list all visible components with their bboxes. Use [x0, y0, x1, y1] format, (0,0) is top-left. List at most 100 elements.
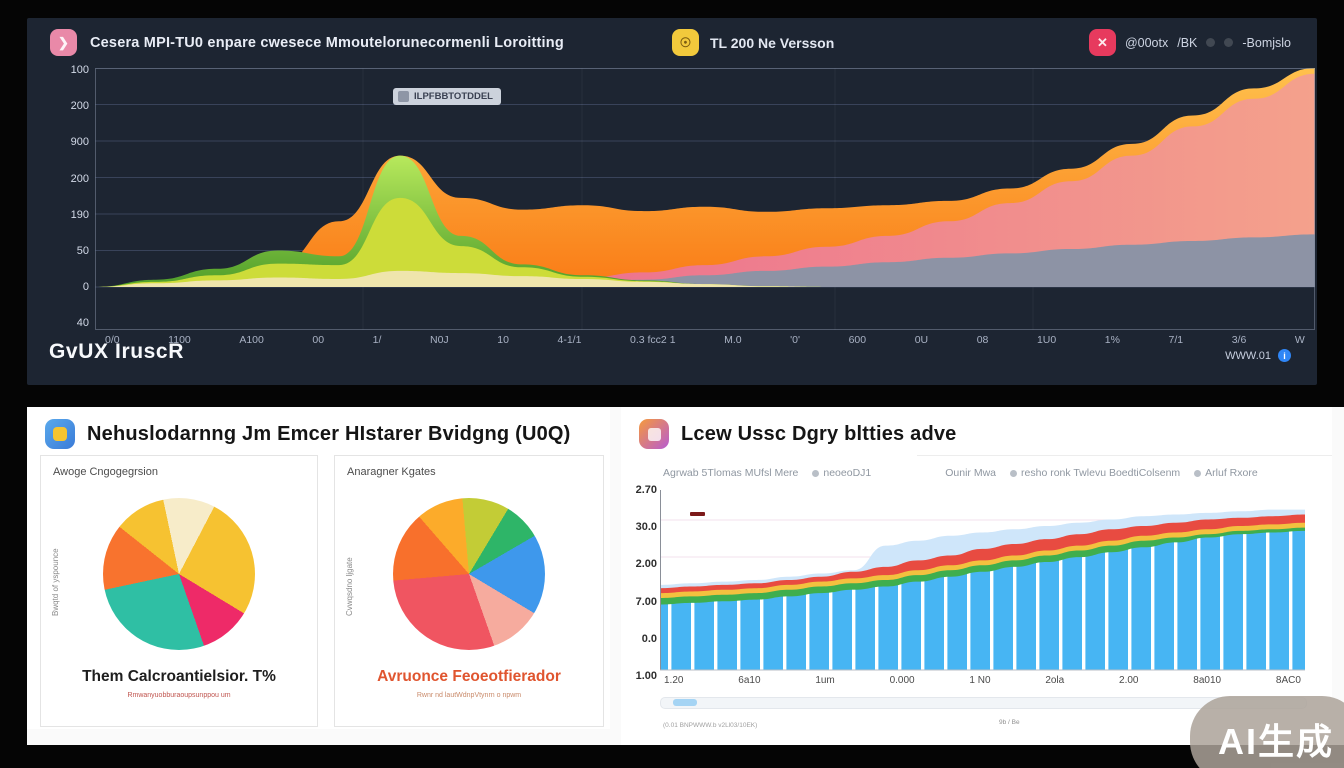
header-right-group: ✕ @00otx /BK -Bomjslo [1088, 29, 1291, 56]
x-tick-label: 8a010 [1193, 675, 1222, 686]
right-card-title: Lcew Ussc Dgry bltties adve [681, 422, 957, 445]
x-tick-label: 600 [848, 334, 867, 346]
legend-dot-icon [1010, 469, 1018, 477]
legend-label: Agrwab 5Tlomas MUfsl Mere [663, 467, 799, 479]
top-chart-plot: ILPFBBTOTDDEL [95, 68, 1315, 330]
legend-label: Arluf Rxore [1205, 467, 1258, 479]
ai-watermark: AI生成 [1190, 696, 1344, 768]
legend-label: neoeoDJ1 [823, 467, 872, 479]
x-tick-label: 1um [815, 675, 835, 686]
header-center-group: ☉ TL 200 Ne Versson [672, 29, 834, 56]
y-tick-label: 2.00 [635, 558, 657, 571]
legend-item[interactable]: Arluf Rxore [1194, 467, 1258, 479]
y-tick-label: 0.0 [641, 632, 657, 645]
version-icon: ☉ [672, 29, 699, 56]
scrollbar-thumb[interactable] [673, 699, 697, 706]
right-chart-x-axis: 1.20 6a10 1um 0.000 1 N0 2ola 2.00 8a010 8AC0 [660, 675, 1305, 686]
chart-tooltip-chip: ILPFBBTOTDDEL [393, 88, 501, 105]
shortcut-label: /BK [1177, 35, 1198, 50]
y-tick-label: 190 [70, 208, 89, 221]
x-tick-label: 4-1/1 [557, 334, 582, 346]
pie1-subcaption: Rmwanyuobburaoupsunppou um [127, 692, 231, 699]
pie-chart-2 [393, 498, 545, 650]
x-tick-label: '0' [790, 334, 801, 346]
legend-label: resho ronk Twlevu BoedtiColsenm [1021, 467, 1181, 479]
y-tick-label: 200 [70, 100, 89, 113]
pie2-axis-label: Cvwqsdno ljgate [345, 557, 354, 616]
menu-label[interactable]: -Bomjslo [1242, 35, 1291, 50]
legend-item[interactable]: resho ronk Twlevu BoedtiColsenm [1010, 467, 1180, 479]
site-footer: WWW.01 i [1225, 349, 1291, 362]
x-tick-label: 1100 [168, 334, 191, 346]
brand-logo: GvUX IruscR [49, 340, 184, 363]
x-tick-label: 1 N0 [969, 675, 991, 686]
x-tick-label: 0.000 [889, 675, 915, 686]
chart-legend: Agrwab 5Tlomas MUfsl Mere neoeoDJ1 Ounir M… [663, 467, 1272, 479]
x-tick-label: 8AC0 [1275, 675, 1301, 686]
x-tick-label: 08 [976, 334, 989, 346]
status-dot-icon [1206, 38, 1216, 47]
y-tick-label: 0 [82, 281, 89, 294]
right-card-header: Lcew Ussc Dgry bltties adve [639, 419, 957, 449]
top-chart-y-axis: 100 200 900 200 190 50 0 40 [43, 64, 89, 344]
y-tick-label: 200 [70, 172, 89, 185]
x-tick-label: A100 [239, 334, 264, 346]
pie-summary-card: Nehuslodarnng Jm Emcer HIstarer Bvidgng … [27, 407, 610, 729]
pie2-subcaption: Rwnr nd lautWdnpVtynrn o npwm [416, 692, 522, 699]
left-card-title: Nehuslodarnng Jm Emcer HIstarer Bvidgng … [87, 422, 571, 445]
pie1-axis-label: Bwqtd of yspounce [51, 548, 60, 616]
y-tick-label: 2.70 [635, 484, 657, 496]
x-tick-label: 7/1 [1168, 334, 1184, 346]
y-tick-label: 1.00 [635, 670, 657, 682]
y-tick-label: 900 [70, 136, 89, 149]
chart-scrollbar[interactable] [660, 697, 1307, 709]
top-chart-x-axis: 0/0 1100 A100 00 1/N0J 10 4-1/1 0.3 fcc2 1 M.0 '0… [95, 334, 1315, 346]
header-divider [917, 455, 1332, 456]
x-tick-label: 0U [914, 334, 929, 346]
usage-chart-card: Lcew Ussc Dgry bltties adve Agrwab 5Tlom… [621, 407, 1332, 745]
legend-item[interactable]: Ounir Mwa [945, 467, 996, 479]
stats-label: @00otx [1124, 35, 1169, 50]
account-icon[interactable]: ✕ [1088, 29, 1116, 56]
legend-dot-icon [812, 469, 820, 477]
version-label: TL 200 Ne Versson [710, 34, 835, 51]
pie2-label: Anaragner Kgates [347, 466, 436, 478]
pie-panel-1: Awoge Cngogegrsion Bwqtd of yspounce The… [40, 455, 318, 727]
top-panel: ❯ Cesera MPI-TU0 enpare cwesece Mmoutelo… [27, 18, 1317, 385]
pie1-caption: Them Calcroantielsior. T% [82, 668, 276, 685]
legend-item[interactable]: Agrwab 5Tlomas MUfsl Mere [663, 467, 798, 479]
x-tick-label: W [1294, 334, 1305, 346]
x-tick-label: 1U0 [1036, 334, 1057, 346]
pie2-caption: Avruonce Feoeotfierador [377, 668, 561, 685]
x-tick-label: 1/ [372, 334, 382, 346]
pie1-label: Awoge Cngogegrsion [53, 466, 158, 478]
x-tick-label: 10 [497, 334, 509, 346]
pie-card-icon [45, 419, 75, 449]
legend-item[interactable]: neoeoDJ1 [812, 467, 871, 479]
chart-footnote: (0.01 BNPWWW.b v2Ll03/10EK) [663, 722, 758, 729]
pie-panel-2: Anaragner Kgates Cvwqsdno ljgate Avruonc… [334, 455, 604, 727]
tooltip-text: ILPFBBTOTDDEL [414, 91, 493, 102]
x-tick-label: 3/6 [1231, 334, 1247, 346]
legend-dot-icon [1194, 469, 1202, 477]
x-tick-label: 0.3 fcc2 1 [630, 334, 676, 346]
y-tick-label: 7.00 [635, 595, 657, 608]
y-tick-label: 50 [76, 245, 89, 257]
y-tick-label: 100 [70, 64, 89, 76]
x-tick-label: 00 [312, 334, 325, 346]
y-tick-label: 30.0 [635, 521, 657, 534]
x-tick-label: M.0 [724, 334, 742, 346]
info-icon[interactable]: i [1278, 349, 1291, 362]
x-tick-label: 2.00 [1119, 675, 1139, 686]
right-chart-y-axis: 2.70 30.0 2.00 7.00 0.0 1.00 [623, 484, 657, 684]
x-tick-label: 0/0 [105, 334, 120, 346]
site-label: WWW.01 [1225, 349, 1271, 362]
x-tick-label: N0J [430, 334, 449, 346]
x-tick-label: 1.20 [664, 675, 684, 686]
usage-bar-area-chart [660, 490, 1305, 671]
bottom-section: Nehuslodarnng Jm Emcer HIstarer Bvidgng … [27, 407, 1344, 745]
y-tick-label: 40 [76, 317, 89, 330]
x-tick-label: 1% [1104, 334, 1120, 346]
x-tick-label: 2ola [1045, 675, 1065, 686]
